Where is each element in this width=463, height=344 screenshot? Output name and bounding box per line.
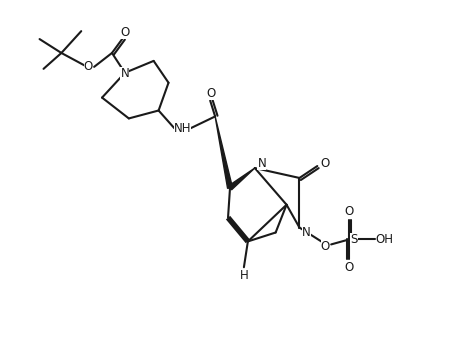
Text: N: N <box>301 226 310 239</box>
Text: O: O <box>206 87 215 100</box>
Text: O: O <box>344 205 353 218</box>
Text: O: O <box>344 261 353 274</box>
Text: OH: OH <box>375 233 393 246</box>
Text: O: O <box>120 26 129 39</box>
Text: O: O <box>320 157 329 170</box>
Text: N: N <box>120 67 129 80</box>
Text: S: S <box>350 233 357 246</box>
Polygon shape <box>215 117 232 189</box>
Polygon shape <box>228 168 254 190</box>
Text: O: O <box>320 240 329 253</box>
Text: O: O <box>83 60 93 73</box>
Text: N: N <box>257 157 266 170</box>
Text: H: H <box>239 269 248 282</box>
Text: NH: NH <box>173 122 191 135</box>
